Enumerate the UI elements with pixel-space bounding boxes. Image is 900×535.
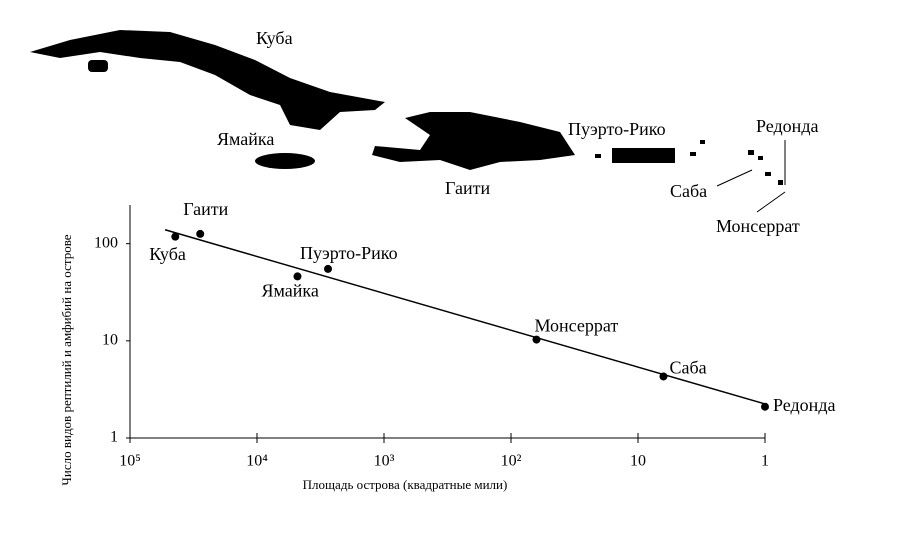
y-tick-label: 100 [94,234,118,251]
x-axis-label: Площадь острова (квадратные мили) [303,477,508,492]
callout [716,169,753,187]
hispaniola-shape [372,112,575,170]
point [324,264,333,273]
map-label: Монсеррат [716,216,800,236]
point-label: Куба [149,244,186,264]
x-tick-label: 10⁴ [246,453,268,470]
callout [756,191,786,213]
point [532,335,541,344]
point-label: Монсеррат [534,316,618,336]
x-tick-label: 1 [761,453,769,470]
isle-shape [88,60,108,72]
point-label: Саба [669,358,706,378]
map-label: Куба [256,28,293,48]
map-label: Ямайка [217,129,274,149]
islet [595,154,601,158]
y-tick-label: 10 [102,332,118,349]
point-label: Гаити [183,199,228,219]
islet [765,172,771,176]
map-label: Гаити [445,178,490,198]
islet [758,156,763,160]
puerto-rico-shape [612,148,675,163]
point [293,272,302,281]
x-tick-label: 10³ [374,453,395,470]
trend-line [164,229,766,405]
jamaica-shape [255,153,315,169]
point [659,372,668,381]
cuba-shape [30,30,385,130]
y-tick-label: 1 [110,429,118,446]
islet [690,152,696,156]
islet [700,140,705,144]
point [761,402,769,411]
point-label: Пуэрто-Рико [300,243,398,263]
islet [778,180,783,185]
islet [748,150,754,155]
point-label: Редонда [773,395,835,415]
y-axis-label: Число видов рептилий и амфибий на остров… [59,234,74,485]
map: Куба Ямайка Гаити Пуэрто-Рико Редонда Са… [30,28,818,236]
map-label: Пуэрто-Рико [568,119,666,139]
point [196,229,205,238]
x-tick-label: 10 [630,453,646,470]
point [171,232,180,241]
map-label: Редонда [756,116,818,136]
x-tick-label: 10⁵ [119,453,141,470]
point-label: Ямайка [261,281,318,301]
map-label: Саба [670,181,707,201]
x-tick-label: 10² [501,453,522,470]
